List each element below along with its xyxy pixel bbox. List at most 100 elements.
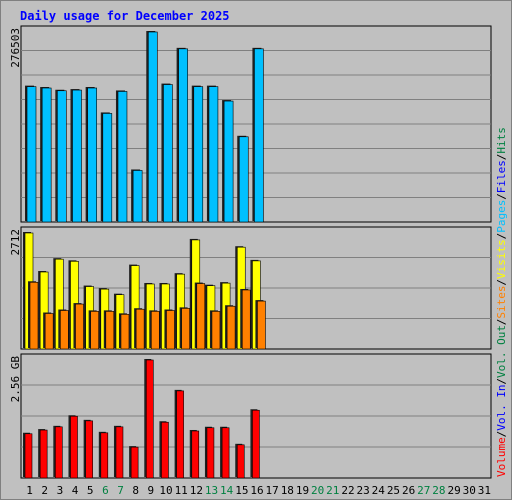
volume-bar-day-6 — [100, 432, 109, 479]
x-tick-label-8: 8 — [132, 484, 139, 497]
volume-bar-day-4 — [70, 415, 78, 479]
pages-bar-day-12 — [193, 86, 204, 223]
x-tick-label-29: 29 — [447, 484, 460, 497]
legend-sites: Sites — [495, 285, 508, 318]
sites-bar-day-11 — [181, 308, 190, 350]
legend-separator: / — [495, 378, 508, 385]
volume-bar-day-13 — [206, 427, 215, 479]
x-tick-label-17: 17 — [266, 484, 279, 497]
pages-bar-day-1 — [26, 86, 37, 223]
sites-bar-day-10 — [166, 310, 175, 350]
chart-title: Daily usage for December 2025 — [20, 9, 230, 23]
sites-bar-day-5 — [90, 311, 99, 350]
pages-bar-day-5 — [87, 87, 97, 223]
pages-bar-day-13 — [208, 86, 219, 223]
volume-bar-day-7 — [115, 426, 124, 479]
sites-bar-day-15 — [241, 289, 251, 350]
pages-bar-day-16 — [254, 48, 264, 223]
sites-bar-day-14 — [226, 305, 236, 350]
legend-separator: / — [495, 279, 508, 286]
legend-separator: / — [495, 193, 508, 200]
x-tick-label-15: 15 — [235, 484, 248, 497]
y-max-label: 276503 — [9, 28, 22, 68]
legend-pages: Pages — [495, 200, 508, 233]
legend-separator: / — [495, 431, 508, 438]
legend-hits: Hits — [495, 127, 508, 154]
legend-volume: Volume — [495, 437, 508, 477]
pages-bar-day-15 — [238, 136, 249, 223]
volume-bar-day-5 — [85, 420, 93, 479]
y-max-label: 2.56 GB — [9, 356, 22, 403]
x-tick-label-9: 9 — [148, 484, 155, 497]
visits-bar-day-2 — [39, 271, 49, 350]
volume-bar-day-1 — [24, 433, 33, 479]
pages-bar-day-10 — [163, 84, 173, 223]
x-tick-label-11: 11 — [175, 484, 188, 497]
volume-bar-day-10 — [161, 421, 169, 479]
x-tick-label-7: 7 — [117, 484, 124, 497]
volume-bar-day-12 — [191, 430, 200, 479]
pages-bar-day-14 — [223, 100, 234, 223]
volume-bar-day-8 — [130, 446, 139, 479]
x-tick-label-27: 27 — [417, 484, 430, 497]
pages-bar-day-4 — [72, 89, 82, 223]
x-tick-label-3: 3 — [57, 484, 64, 497]
x-tick-label-14: 14 — [220, 484, 234, 497]
x-tick-label-13: 13 — [205, 484, 218, 497]
pages-bar-day-8 — [132, 170, 143, 223]
x-tick-label-16: 16 — [250, 484, 263, 497]
x-tick-label-2: 2 — [41, 484, 48, 497]
volume-bar-day-3 — [55, 426, 63, 479]
legend-files: Files — [495, 160, 508, 193]
sites-bar-day-13 — [211, 311, 221, 350]
volume-bar-day-9 — [145, 359, 154, 479]
x-tick-label-4: 4 — [72, 484, 79, 497]
visits-bar-day-8 — [130, 265, 140, 350]
x-tick-label-1: 1 — [26, 484, 33, 497]
volume-bar-day-11 — [176, 390, 184, 479]
x-tick-label-10: 10 — [159, 484, 172, 497]
sites-bar-day-2 — [44, 313, 54, 350]
legend-separator: / — [495, 233, 508, 240]
sites-bar-day-1 — [29, 281, 39, 350]
sites-bar-day-8 — [135, 308, 145, 350]
volume-bar-day-15 — [236, 444, 245, 479]
pages-bar-day-2 — [41, 87, 52, 223]
sites-bar-day-9 — [150, 311, 160, 350]
visits-bar-day-3 — [55, 258, 64, 350]
sites-bar-day-6 — [105, 311, 115, 350]
x-tick-label-31: 31 — [478, 484, 491, 497]
sites-bar-day-4 — [75, 303, 84, 350]
x-tick-label-26: 26 — [402, 484, 415, 497]
x-tick-label-18: 18 — [281, 484, 294, 497]
volume-bar-day-14 — [221, 427, 230, 479]
x-tick-label-28: 28 — [432, 484, 445, 497]
sites-bar-day-12 — [196, 283, 206, 350]
y-max-label: 2712 — [9, 229, 22, 256]
sites-bar-day-7 — [120, 314, 130, 350]
x-tick-label-22: 22 — [341, 484, 354, 497]
x-tick-label-6: 6 — [102, 484, 109, 497]
x-tick-label-12: 12 — [190, 484, 203, 497]
legend-visits: Visits — [495, 239, 508, 279]
x-tick-label-21: 21 — [326, 484, 339, 497]
volume-bar-day-16 — [252, 409, 260, 479]
x-tick-label-30: 30 — [463, 484, 476, 497]
x-tick-label-23: 23 — [357, 484, 370, 497]
x-tick-label-24: 24 — [372, 484, 386, 497]
x-tick-label-5: 5 — [87, 484, 94, 497]
pages-bar-day-7 — [117, 91, 128, 223]
pages-bar-day-3 — [57, 90, 67, 223]
pages-bar-day-11 — [178, 48, 188, 223]
pages-bar-day-9 — [147, 31, 158, 223]
legend-separator: / — [495, 154, 508, 161]
sites-bar-day-16 — [257, 300, 266, 350]
legend-vol-in: Vol. In — [495, 384, 508, 430]
pages-bar-day-6 — [102, 113, 113, 223]
legend-separator: / — [495, 319, 508, 326]
x-tick-label-25: 25 — [387, 484, 400, 497]
volume-bar-day-2 — [39, 429, 48, 479]
x-tick-label-19: 19 — [296, 484, 309, 497]
